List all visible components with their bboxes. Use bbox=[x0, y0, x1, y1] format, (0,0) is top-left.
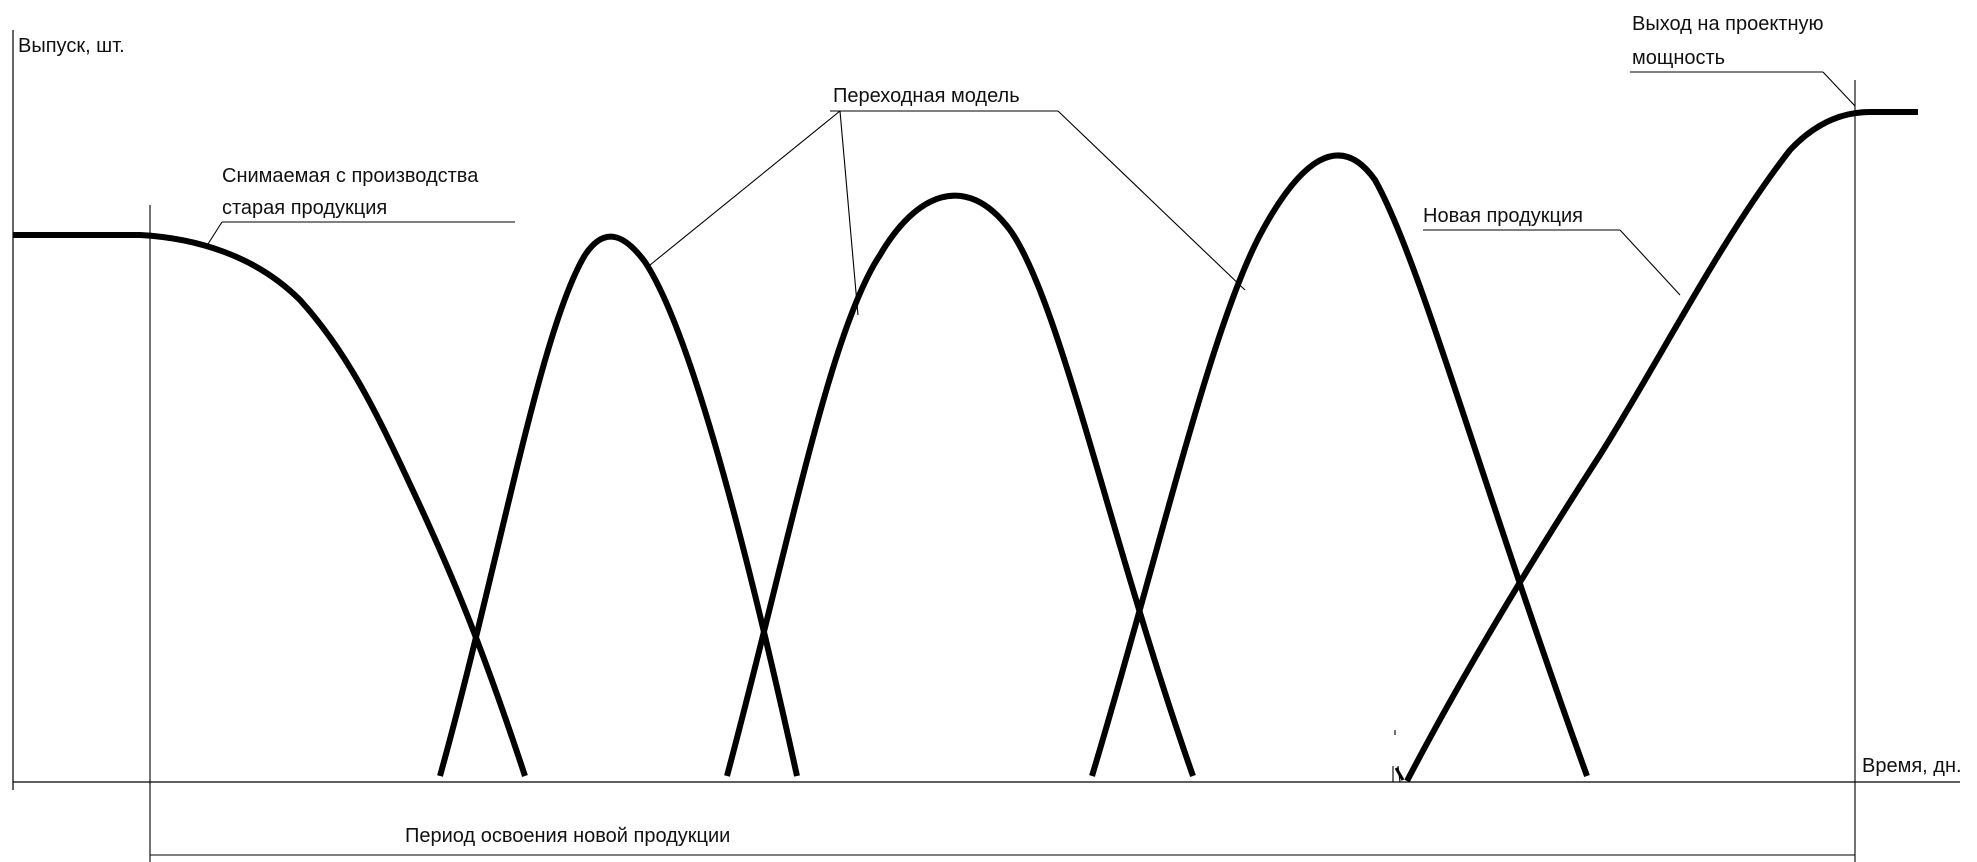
old-product-curve bbox=[13, 232, 528, 777]
design-capacity-label-line-2: мощность bbox=[1632, 47, 1725, 69]
capacity-leader bbox=[1822, 71, 1856, 107]
start-tick-stroke bbox=[1394, 767, 1405, 781]
old-product-label-line-2: старая продукция bbox=[222, 197, 387, 219]
transitional-model-curve-2 bbox=[724, 192, 1196, 777]
design-capacity-label-line-1: Выход на проектную bbox=[1632, 13, 1824, 35]
new-product-curve bbox=[1404, 109, 1918, 783]
transitional-leader-2 bbox=[839, 110, 859, 316]
mastering-period-label: Период освоения новой продукции bbox=[405, 825, 730, 847]
transitional-leader-3 bbox=[1057, 110, 1246, 291]
transitional-model-label: Переходная модель bbox=[833, 85, 1020, 107]
old-product-label-line-1: Снимаемая с производства bbox=[222, 165, 479, 187]
new-product-leader bbox=[1619, 229, 1681, 296]
transitional-model-curve-1 bbox=[437, 233, 800, 777]
transitional-model-curve-3 bbox=[1089, 152, 1590, 778]
transitional-leader-1 bbox=[649, 110, 841, 266]
y-axis-label: Выпуск, шт. bbox=[18, 35, 125, 57]
x-axis-label: Время, дн. bbox=[1862, 755, 1962, 777]
new-product-label: Новая продукция bbox=[1423, 205, 1583, 227]
old-product-leader bbox=[207, 221, 223, 245]
